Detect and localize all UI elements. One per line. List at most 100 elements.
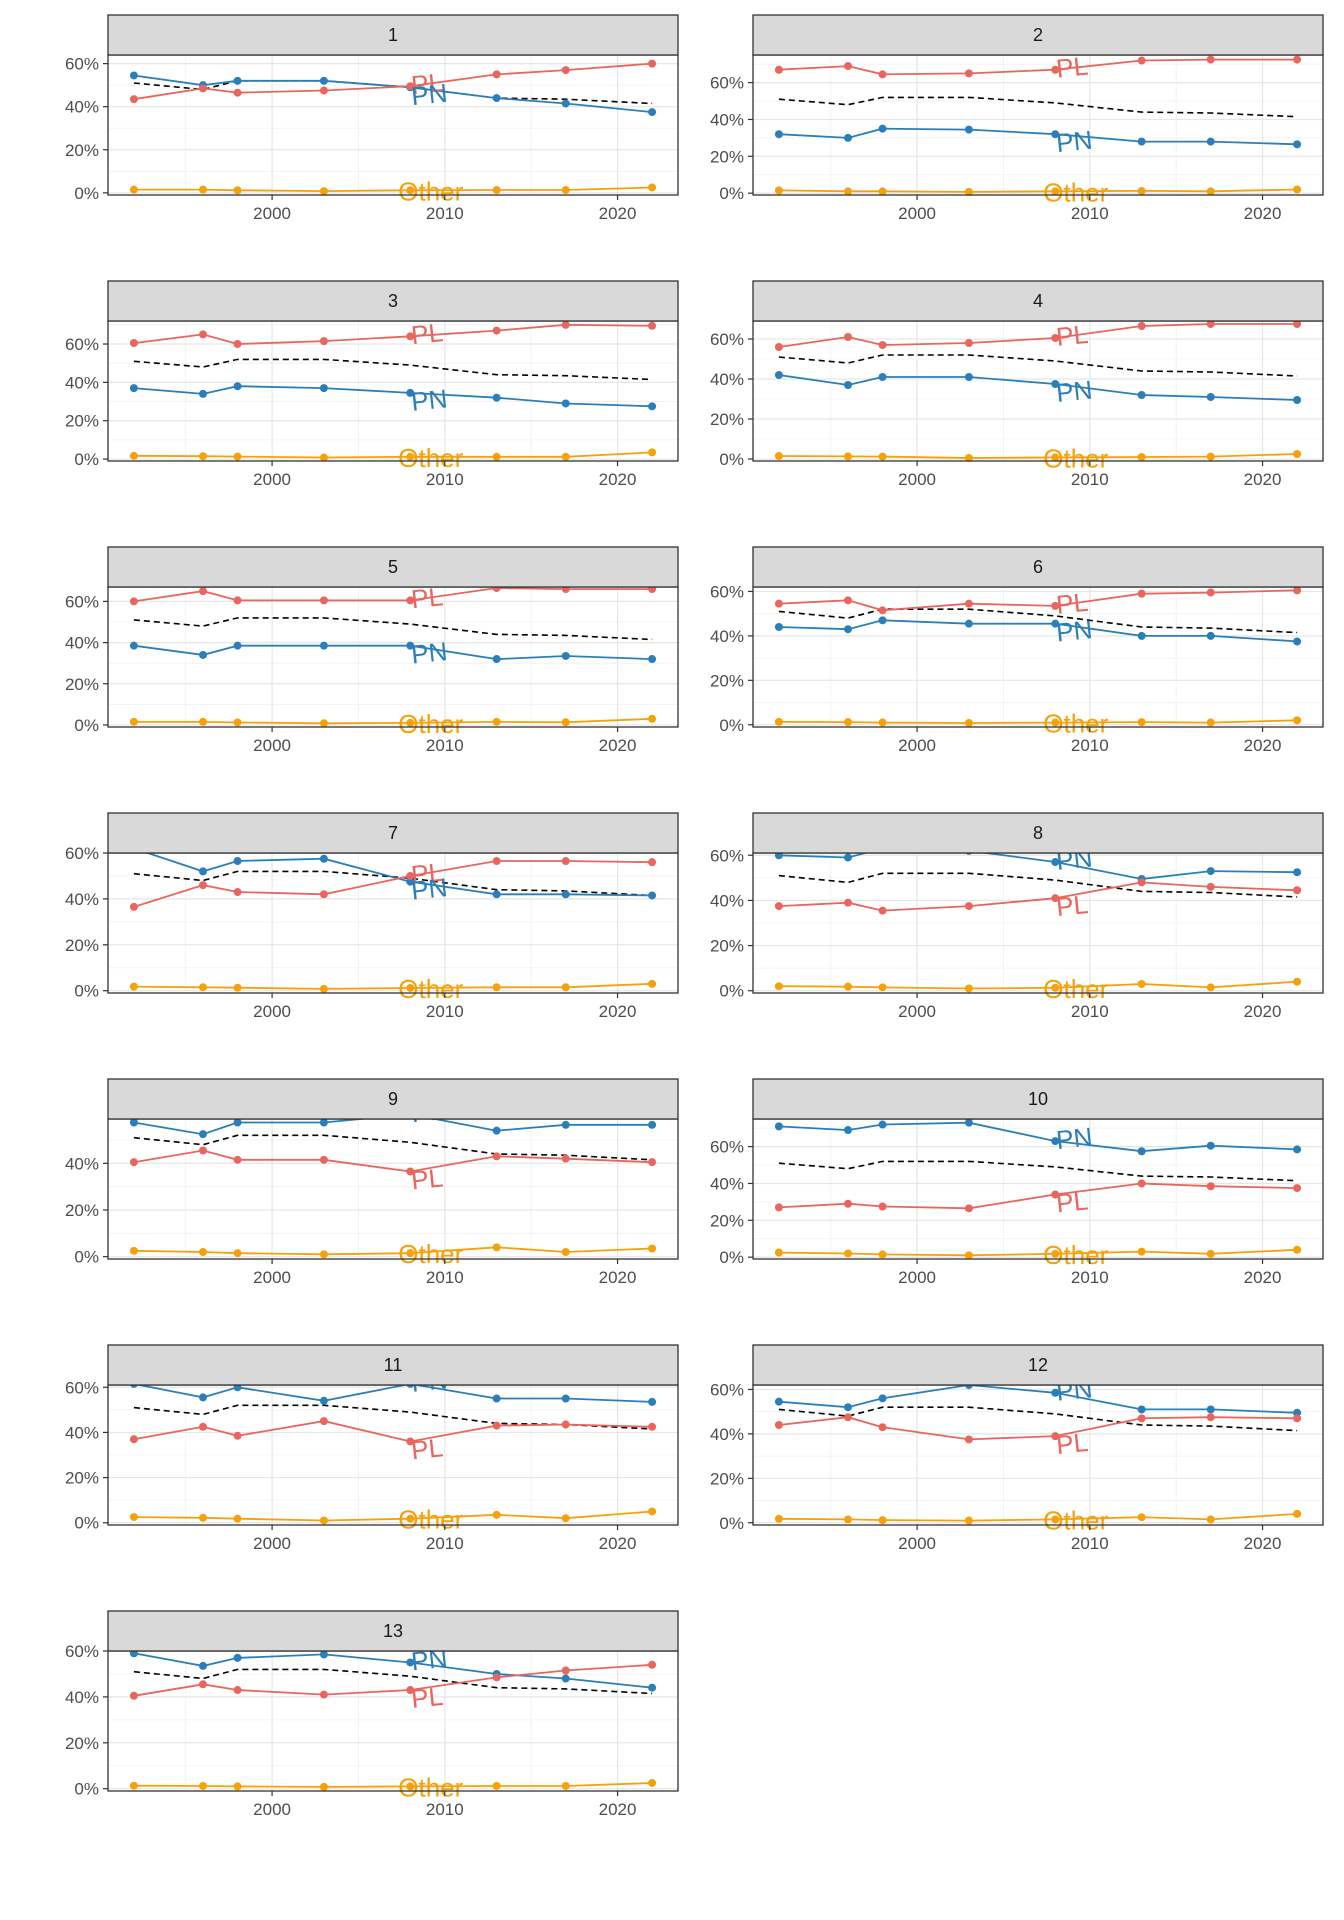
data-point-other [319, 984, 328, 993]
data-point-other [561, 718, 570, 727]
data-point-other [199, 983, 207, 992]
x-tick-label: 2010 [426, 204, 464, 223]
data-point-other [1137, 186, 1146, 195]
y-tick-label: 0% [74, 450, 99, 469]
series-label-other: Other [398, 974, 463, 1004]
data-point-other [648, 714, 657, 723]
x-tick-label: 2020 [599, 736, 637, 755]
data-point-pl [1293, 586, 1302, 595]
data-point-other [319, 1782, 328, 1791]
y-tick-label: 0% [719, 716, 744, 735]
data-point-pn [964, 1118, 973, 1127]
data-point-pn [1051, 1137, 1060, 1146]
data-point-pl [233, 888, 242, 897]
data-point-pn [844, 853, 852, 862]
x-tick-label: 2020 [599, 1800, 637, 1819]
facet-title: 13 [383, 1621, 403, 1641]
data-point-other [1293, 185, 1302, 194]
data-point-pl [319, 1417, 328, 1426]
data-point-pl [878, 906, 887, 915]
y-tick-label: 0% [74, 1780, 99, 1799]
plot-background [753, 1119, 1323, 1259]
data-point-pn [129, 71, 138, 80]
y-tick-label: 20% [710, 410, 744, 429]
data-point-pl [1293, 1414, 1302, 1423]
x-tick-label: 2000 [898, 1534, 936, 1553]
data-point-pn [406, 877, 415, 886]
data-point-other [1051, 983, 1060, 992]
data-point-other [1293, 716, 1302, 725]
data-point-pn [844, 381, 852, 389]
data-point-pl [774, 65, 783, 74]
data-point-pl [561, 1420, 570, 1429]
x-tick-label: 2000 [253, 470, 291, 489]
y-tick-label: 60% [710, 330, 744, 349]
data-point-pn [1051, 130, 1060, 139]
data-point-pl [648, 59, 657, 68]
data-point-pl [648, 1158, 657, 1167]
data-point-pl [1137, 1414, 1146, 1423]
data-point-pn [774, 130, 783, 139]
plot-background [753, 321, 1323, 461]
x-tick-label: 2010 [426, 1800, 464, 1819]
data-point-pn [233, 1653, 242, 1662]
data-point-pn [561, 99, 570, 108]
series-label-pl: PL [410, 1681, 445, 1714]
data-point-other [844, 452, 852, 461]
data-point-pl [233, 1431, 242, 1440]
data-point-pl [964, 1435, 973, 1444]
facet-strip [752, 280, 1324, 322]
data-point-other [492, 1243, 501, 1252]
series-label-pl: PL [1055, 51, 1090, 84]
data-point-pn [319, 641, 328, 650]
data-point-pl [233, 88, 242, 97]
data-point-pn [406, 388, 415, 397]
data-point-pl [1206, 882, 1215, 891]
data-point-pl [648, 858, 657, 867]
data-point-pl [878, 70, 887, 79]
data-point-pn [233, 382, 242, 391]
data-point-pl [406, 1686, 415, 1695]
data-point-pl [1206, 1413, 1215, 1422]
x-tick-label: 2010 [1071, 1002, 1109, 1021]
data-point-pn [199, 389, 207, 398]
series-line-other [133, 717, 653, 725]
national-reference-line [778, 1406, 1298, 1432]
data-point-pn [319, 854, 328, 863]
series-line-other [778, 188, 1298, 193]
facet-title: 7 [388, 823, 398, 843]
x-tick-label: 2000 [898, 470, 936, 489]
x-tick-label: 2010 [1071, 1268, 1109, 1287]
series-line-pn [133, 74, 653, 113]
data-point-pl [1206, 1182, 1215, 1191]
series-label-other: Other [1043, 709, 1108, 739]
y-tick-label: 20% [65, 1469, 99, 1488]
data-point-pn [648, 402, 657, 411]
data-point-pl [774, 1203, 783, 1212]
data-point-other [1051, 187, 1060, 196]
plot-background [108, 1119, 678, 1259]
series-label-other: Other [398, 1505, 463, 1535]
data-point-other [199, 452, 207, 461]
series-label-pn: PN [410, 383, 449, 417]
data-point-other [492, 1781, 501, 1790]
plot-background [753, 55, 1323, 195]
data-point-pl [1137, 1179, 1146, 1188]
y-tick-label: 60% [710, 1380, 744, 1399]
x-tick-label: 2010 [426, 470, 464, 489]
series-line-other [778, 1513, 1298, 1522]
data-point-pn [319, 1650, 328, 1659]
series-line-pl [133, 1420, 653, 1443]
series-line-other [778, 980, 1298, 990]
x-tick-label: 2010 [1071, 736, 1109, 755]
data-point-other [406, 718, 415, 727]
data-point-other [964, 187, 973, 196]
data-point-pn [199, 1393, 207, 1402]
data-point-pl [129, 1158, 138, 1167]
